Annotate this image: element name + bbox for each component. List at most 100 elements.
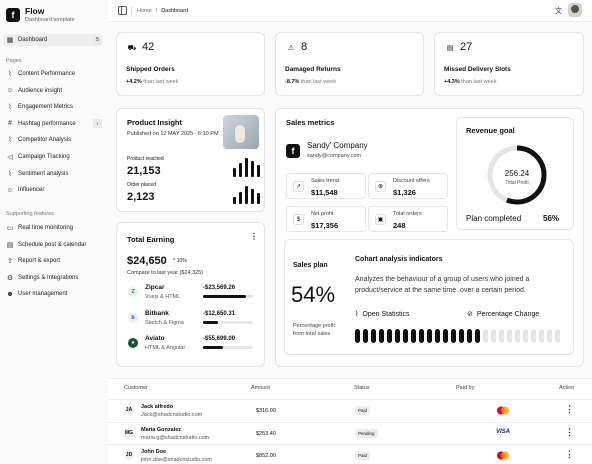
sales-metric-card[interactable]: ↗ Sales trend $11,548 <box>286 173 366 199</box>
sidebar: f Flow Dashboard template ▦ Dashboard 5 … <box>0 0 108 464</box>
insight-bar <box>251 189 254 204</box>
sales-plan-percent: 54% <box>291 282 336 307</box>
cart-icon: ▣ <box>375 214 386 225</box>
sidebar-feature-3[interactable]: ⚙ Settings & Integrations <box>6 272 102 284</box>
sidebar-item-label: Schedule post & calendar <box>18 241 87 248</box>
percent-icon: ⊘ <box>467 311 473 318</box>
stat-card: ▤ 27 Missed Delivery Slots +4.3% than last … <box>434 32 584 96</box>
discount-icon: ⊗ <box>375 181 386 192</box>
stat-value: 8 <box>301 41 308 53</box>
sidebar-item-label: Audience insight <box>18 87 63 94</box>
sidebar-item-0[interactable]: ⌇ Content Performance <box>6 68 102 80</box>
sidebar-item-label: Settings & Integrations <box>18 274 79 281</box>
table-row[interactable]: JA Jack alfredo Jack@shadcnstudio.com $316.… <box>108 399 592 421</box>
col-customer: Customer <box>124 385 148 391</box>
cohort-bars <box>355 329 560 343</box>
sidebar-item-label: Campaign Tracking <box>18 154 70 160</box>
percentage-change-label: Percentage Change <box>476 310 540 318</box>
sales-metric-card[interactable]: ▣ Total orders 248 <box>368 206 448 232</box>
col-amount: Amount <box>251 385 270 391</box>
sidebar-item-label: Content Performance <box>18 71 76 77</box>
amount: $253.40 <box>256 430 276 437</box>
amount: $852.00 <box>256 453 276 459</box>
sidebar-feature-0[interactable]: ▭ Real time monitoring <box>6 222 102 234</box>
earning-item[interactable]: ● Aviato HTML & Angular -$55,699.00 <box>125 335 255 359</box>
cohort-title: Cohart analysis indicators <box>355 256 443 263</box>
sales-metric-label: Total orders <box>393 211 422 217</box>
chevron-right-icon[interactable]: › <box>93 119 102 129</box>
sidebar-item-label: Competitor Analysis <box>18 137 72 144</box>
reached-value: 21,153 <box>127 165 161 177</box>
cohort-bar <box>531 329 536 343</box>
earning-item-name: Bitbank <box>145 309 169 317</box>
insight-bar <box>251 161 254 177</box>
reached-bars <box>233 157 260 177</box>
customer-email: Jack@shadcnstudio.com <box>141 412 203 418</box>
sidebar-item-5[interactable]: ◁ Campaign Tracking <box>6 151 102 163</box>
sidebar-feature-4[interactable]: ☻ User management <box>6 288 102 300</box>
revenue-goal-title: Revenue goal <box>466 126 515 135</box>
sidebar-item-dashboard[interactable]: ▦ Dashboard 5 <box>3 34 102 46</box>
row-actions-icon[interactable]: ⋮ <box>565 404 574 414</box>
sidebar-feature-2[interactable]: ⇪ Report & export <box>6 255 102 267</box>
pages-section-label: Pages <box>6 58 22 64</box>
earning-item-sub: HTML & Angular <box>145 345 186 351</box>
cohort-bar <box>443 329 448 343</box>
sidebar-item-label: Real time monitoring <box>18 225 74 231</box>
placed-bars <box>233 184 260 204</box>
plan-completed-label: Plan completed <box>466 214 522 223</box>
status-badge: Pending <box>355 428 378 438</box>
translate-icon[interactable]: 文 <box>555 8 562 15</box>
plan-completed-percent: 56% <box>543 214 560 223</box>
breadcrumb-home[interactable]: Home <box>137 8 152 14</box>
sales-metric-card[interactable]: ⊗ Discount offers $1,326 <box>368 173 448 199</box>
row-actions-icon[interactable]: ⋮ <box>565 449 574 459</box>
sidebar-item-6[interactable]: ⌇ Sentiment analysis <box>6 168 102 180</box>
sidebar-item-2[interactable]: ⌇ Engagement Metrics <box>6 101 102 113</box>
row-actions-icon[interactable]: ⋮ <box>565 426 574 437</box>
customer-avatar: JD <box>124 450 134 460</box>
sidebar-feature-1[interactable]: ▤ Schedule post & calendar <box>6 239 102 251</box>
megaphone-icon: ◁ <box>7 154 13 161</box>
sidebar-item-label: User management <box>18 291 68 298</box>
avatar[interactable] <box>568 3 582 17</box>
sidebar-item-label: Report & export <box>18 258 61 265</box>
stat-delta-suffix: than last week <box>143 79 179 85</box>
cohort-bar <box>491 329 496 343</box>
percentage-change[interactable]: ⊘ Percentage Change <box>467 310 540 319</box>
earning-item[interactable]: b Bitbank Sketch & Figma -$12,650.31 <box>125 310 255 334</box>
company-icon: b <box>128 312 138 323</box>
customer-name: Jack alfredo <box>141 404 174 410</box>
earning-item[interactable]: Z Zipcar Vuejs & HTML -$23,569.26 <box>125 284 255 308</box>
users-icon: ☺ <box>6 186 14 194</box>
reached-label: Product reached <box>127 156 164 162</box>
sales-metric-card[interactable]: $ Net profit $17,356 <box>286 206 366 232</box>
breadcrumb-current: Dashboard <box>161 8 189 14</box>
chart-icon: ⌇ <box>8 71 12 78</box>
sidebar-item-1[interactable]: ☺ Audience insight <box>6 85 102 97</box>
cohort-bar <box>451 329 456 343</box>
earning-delta: ^ 10% <box>173 258 187 264</box>
more-options-icon[interactable]: ⋮ <box>250 232 258 241</box>
sidebar-item-label: Sentiment analysis <box>18 170 69 177</box>
sidebar-item-3[interactable]: # Hashtag performance › <box>6 118 102 130</box>
brand[interactable]: f Flow Dashboard template <box>6 6 75 23</box>
table-row[interactable]: JD John Doe john.doe@shadcnstudio.com $852.… <box>108 444 592 464</box>
cohort-bar <box>483 329 488 343</box>
earning-item-name: Aviato <box>145 335 165 342</box>
table-row[interactable]: MG Maria Gonzalez maria.g@shadcnstudio.com… <box>108 421 592 444</box>
stat-delta-suffix: than last week <box>300 79 337 85</box>
sales-metric-label: Sales trend <box>311 178 339 184</box>
sales-plan-card: Sales plan 54% Percentage profit from to… <box>284 239 574 355</box>
sidebar-toggle-icon[interactable] <box>118 6 127 15</box>
sidebar-item-7[interactable]: ☺ Influencer <box>6 184 102 196</box>
sidebar-item-4[interactable]: ⌇ Competitor Analysis <box>6 134 102 146</box>
visa-text: VISA <box>496 428 511 435</box>
cohort-bar <box>499 329 504 343</box>
stat-label: Damaged Returns <box>285 66 341 73</box>
sales-metrics-title: Sales metrics <box>286 118 335 127</box>
cohort-bar <box>419 329 424 343</box>
product-image <box>223 115 259 149</box>
earning-progress-track <box>203 346 253 349</box>
open-statistics[interactable]: ⌇ Open Statistics <box>355 310 410 319</box>
